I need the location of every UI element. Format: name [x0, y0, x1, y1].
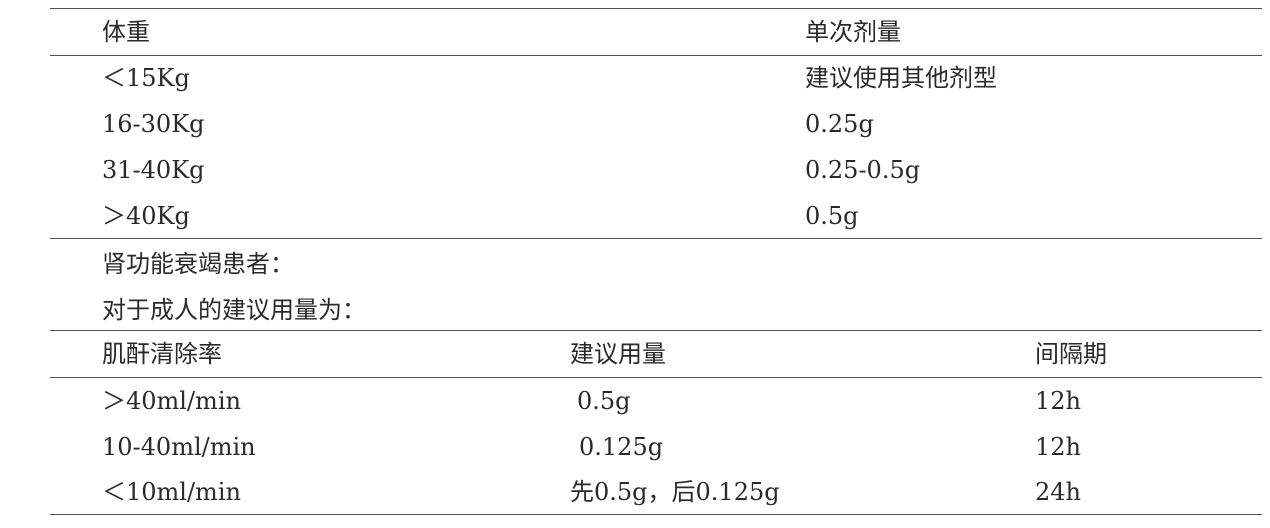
dose-cell: 建议使用其他剂型 — [805, 64, 997, 92]
interval-cell: 12h — [1035, 433, 1081, 461]
weight-header: 体重 — [102, 18, 150, 46]
weight-cell: ＞40Kg — [102, 202, 190, 230]
weight-cell: 16-30Kg — [102, 110, 205, 138]
dose-header: 单次剂量 — [805, 18, 901, 46]
interval-header: 间隔期 — [1035, 340, 1107, 368]
table-bottom-rule — [50, 238, 1262, 239]
dose-cell: 0.25g — [805, 110, 874, 138]
interval-cell: 24h — [1035, 478, 1081, 506]
clearance-header: 肌酐清除率 — [102, 340, 222, 368]
note-adult-dose: 对于成人的建议用量为： — [102, 296, 366, 324]
clearance-cell: 10-40ml/min — [102, 433, 256, 461]
recommended-dose-cell: 0.125g — [579, 433, 664, 461]
weight-cell: ＜15Kg — [102, 64, 190, 92]
clearance-cell: ＜10ml/min — [102, 478, 241, 506]
recommended-dose-header: 建议用量 — [570, 340, 666, 368]
renal-top-rule — [50, 330, 1262, 331]
weight-cell: 31-40Kg — [102, 156, 205, 184]
dose-cell: 0.25-0.5g — [805, 156, 921, 184]
clearance-cell: ＞40ml/min — [102, 387, 241, 415]
renal-header-rule — [50, 377, 1262, 378]
renal-bottom-rule — [50, 514, 1262, 515]
dose-cell: 0.5g — [805, 202, 859, 230]
interval-cell: 12h — [1035, 387, 1081, 415]
table-top-rule — [50, 8, 1262, 9]
note-renal-failure: 肾功能衰竭患者： — [102, 250, 294, 278]
header-rule — [50, 55, 1262, 56]
recommended-dose-cell: 先0.5g，后0.125g — [570, 478, 780, 506]
recommended-dose-cell: 0.5g — [577, 387, 631, 415]
